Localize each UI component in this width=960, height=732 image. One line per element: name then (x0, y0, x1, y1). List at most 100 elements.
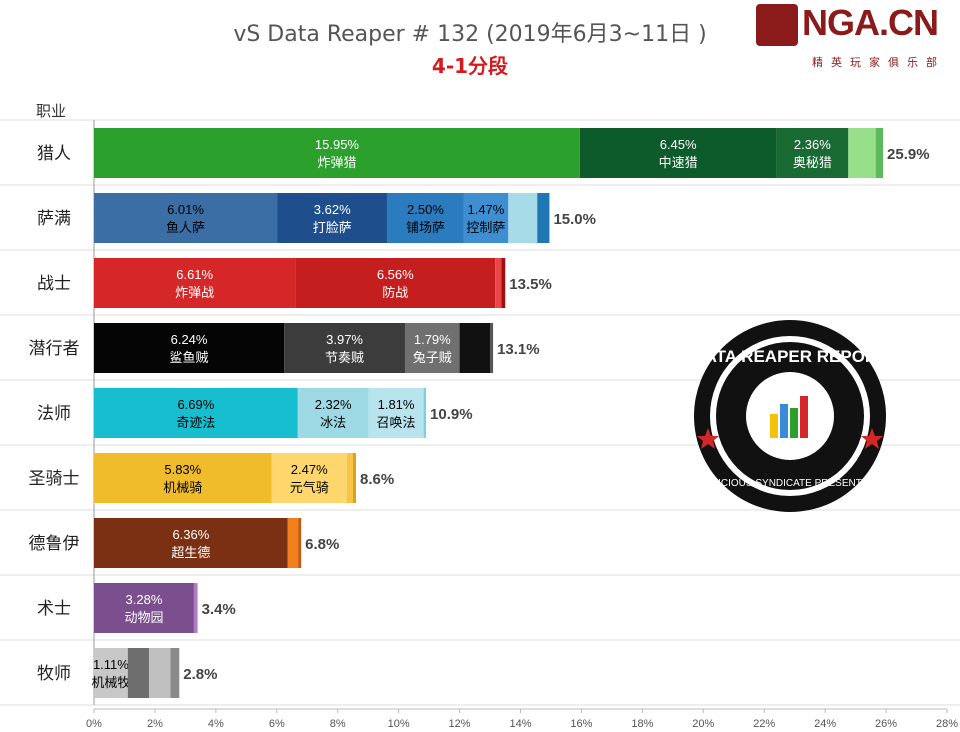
category-total-label: 8.6% (360, 471, 394, 488)
x-tick-label: 20% (692, 718, 714, 730)
bar-segment (501, 258, 506, 308)
badge-bar-icon (790, 408, 798, 438)
bar-segment (463, 193, 509, 243)
segment-value-label: 2.50% (407, 202, 444, 217)
segment-archetype-label: 超生德 (171, 545, 210, 560)
category-total-label: 13.5% (509, 276, 552, 293)
bar-segment (459, 323, 491, 373)
bar-segment (776, 128, 849, 178)
bar-segment (277, 193, 388, 243)
segment-archetype-label: 奇迹法 (176, 415, 215, 430)
segment-archetype-label: 兔子贼 (413, 350, 452, 365)
bar-segment (170, 648, 180, 698)
bar-segment (193, 583, 198, 633)
badge-bar-icon (770, 414, 778, 438)
bar-segment (387, 193, 464, 243)
category-total-label: 25.9% (887, 146, 930, 163)
segment-archetype-label: 动物园 (124, 610, 163, 625)
segment-archetype-label: 炸弹猎 (317, 155, 356, 170)
bar-segment (94, 388, 298, 438)
badge-title: DATA REAPER REPORT (692, 347, 888, 366)
x-tick-label: 14% (509, 718, 531, 730)
bar-segment (352, 453, 356, 503)
category-label: 战士 (37, 274, 71, 293)
segment-value-label: 6.01% (167, 202, 204, 217)
category-label: 牧师 (37, 664, 71, 683)
bar-segment (94, 258, 296, 308)
segment-value-label: 6.45% (660, 137, 697, 152)
segment-archetype-label: 中速猎 (659, 155, 698, 170)
category-total-label: 15.0% (553, 211, 596, 228)
category-total-label: 6.8% (305, 536, 339, 553)
segment-value-label: 6.69% (177, 397, 214, 412)
category-label: 萨满 (37, 209, 71, 228)
segment-archetype-label: 冰法 (320, 415, 346, 430)
segment-value-label: 6.36% (172, 527, 209, 542)
segment-value-label: 2.47% (291, 462, 328, 477)
segment-value-label: 5.83% (164, 462, 201, 477)
badge-bar-icon (800, 396, 808, 438)
segment-value-label: 1.11% (93, 657, 129, 672)
segment-archetype-label: 鱼人萨 (166, 220, 205, 235)
y-axis-label: 职业 (36, 103, 66, 120)
nga-logo: NGA.CN (802, 2, 939, 43)
category-label: 圣骑士 (29, 469, 80, 488)
bar-segment (490, 323, 494, 373)
segment-archetype-label: 控制萨 (466, 220, 505, 235)
data-reaper-badge: DATA REAPER REPORT VICIOUS SYNDICATE PRE… (692, 320, 888, 512)
segment-value-label: 1.47% (467, 202, 504, 217)
segment-value-label: 6.61% (176, 267, 213, 282)
x-tick-label: 0% (86, 718, 102, 730)
bar-segment (579, 128, 777, 178)
bar-segment (94, 128, 580, 178)
segment-value-label: 15.95% (315, 137, 360, 152)
segment-value-label: 2.36% (794, 137, 831, 152)
segment-archetype-label: 防战 (382, 285, 408, 300)
category-total-label: 13.1% (497, 341, 540, 358)
segment-value-label: 6.24% (171, 332, 208, 347)
segment-archetype-label: 机械骑 (163, 480, 202, 495)
chart-subtitle: 4-1分段 (431, 54, 509, 78)
bar-segment (94, 648, 128, 698)
x-tick-label: 22% (753, 718, 775, 730)
bar-segment (287, 518, 299, 568)
bar-segment (368, 388, 424, 438)
nga-tagline: 精英玩家俱乐部 (812, 56, 945, 69)
bar-segment (346, 453, 353, 503)
x-tick-label: 16% (570, 718, 592, 730)
x-tick-label: 10% (388, 718, 410, 730)
segment-value-label: 2.32% (315, 397, 352, 412)
bar-segment (127, 648, 150, 698)
category-total-label: 3.4% (202, 601, 236, 618)
segment-archetype-label: 鲨鱼贼 (170, 350, 209, 365)
badge-bar-icon (780, 404, 788, 438)
bar-segment (94, 193, 278, 243)
x-tick-label: 18% (631, 718, 653, 730)
category-total-label: 10.9% (430, 406, 473, 423)
x-tick-label: 4% (208, 718, 224, 730)
chart-title: vS Data Reaper # 132 (2019年6月3~11日 ) (233, 22, 707, 47)
bar-segment (405, 323, 460, 373)
nga-paw-icon (756, 4, 798, 46)
x-tick-label: 8% (330, 718, 346, 730)
bar-segment (271, 453, 347, 503)
category-label: 法师 (37, 404, 71, 423)
bar-segment (94, 453, 272, 503)
segment-archetype-label: 节奏贼 (325, 350, 364, 365)
bar-segment (537, 193, 550, 243)
category-label: 潜行者 (29, 339, 80, 358)
bar-segment (94, 518, 288, 568)
category-total-label: 2.8% (183, 666, 217, 683)
segment-archetype-label: 铺场萨 (406, 220, 445, 235)
bar-segment (298, 518, 302, 568)
bar-segment (423, 388, 427, 438)
bar-segment (297, 388, 369, 438)
segment-value-label: 1.79% (414, 332, 451, 347)
segment-value-label: 1.81% (378, 397, 415, 412)
category-label: 德鲁伊 (29, 534, 80, 553)
bar-segment (508, 193, 538, 243)
x-tick-label: 12% (449, 718, 471, 730)
bar-segment (875, 128, 884, 178)
bar-segment (94, 583, 194, 633)
